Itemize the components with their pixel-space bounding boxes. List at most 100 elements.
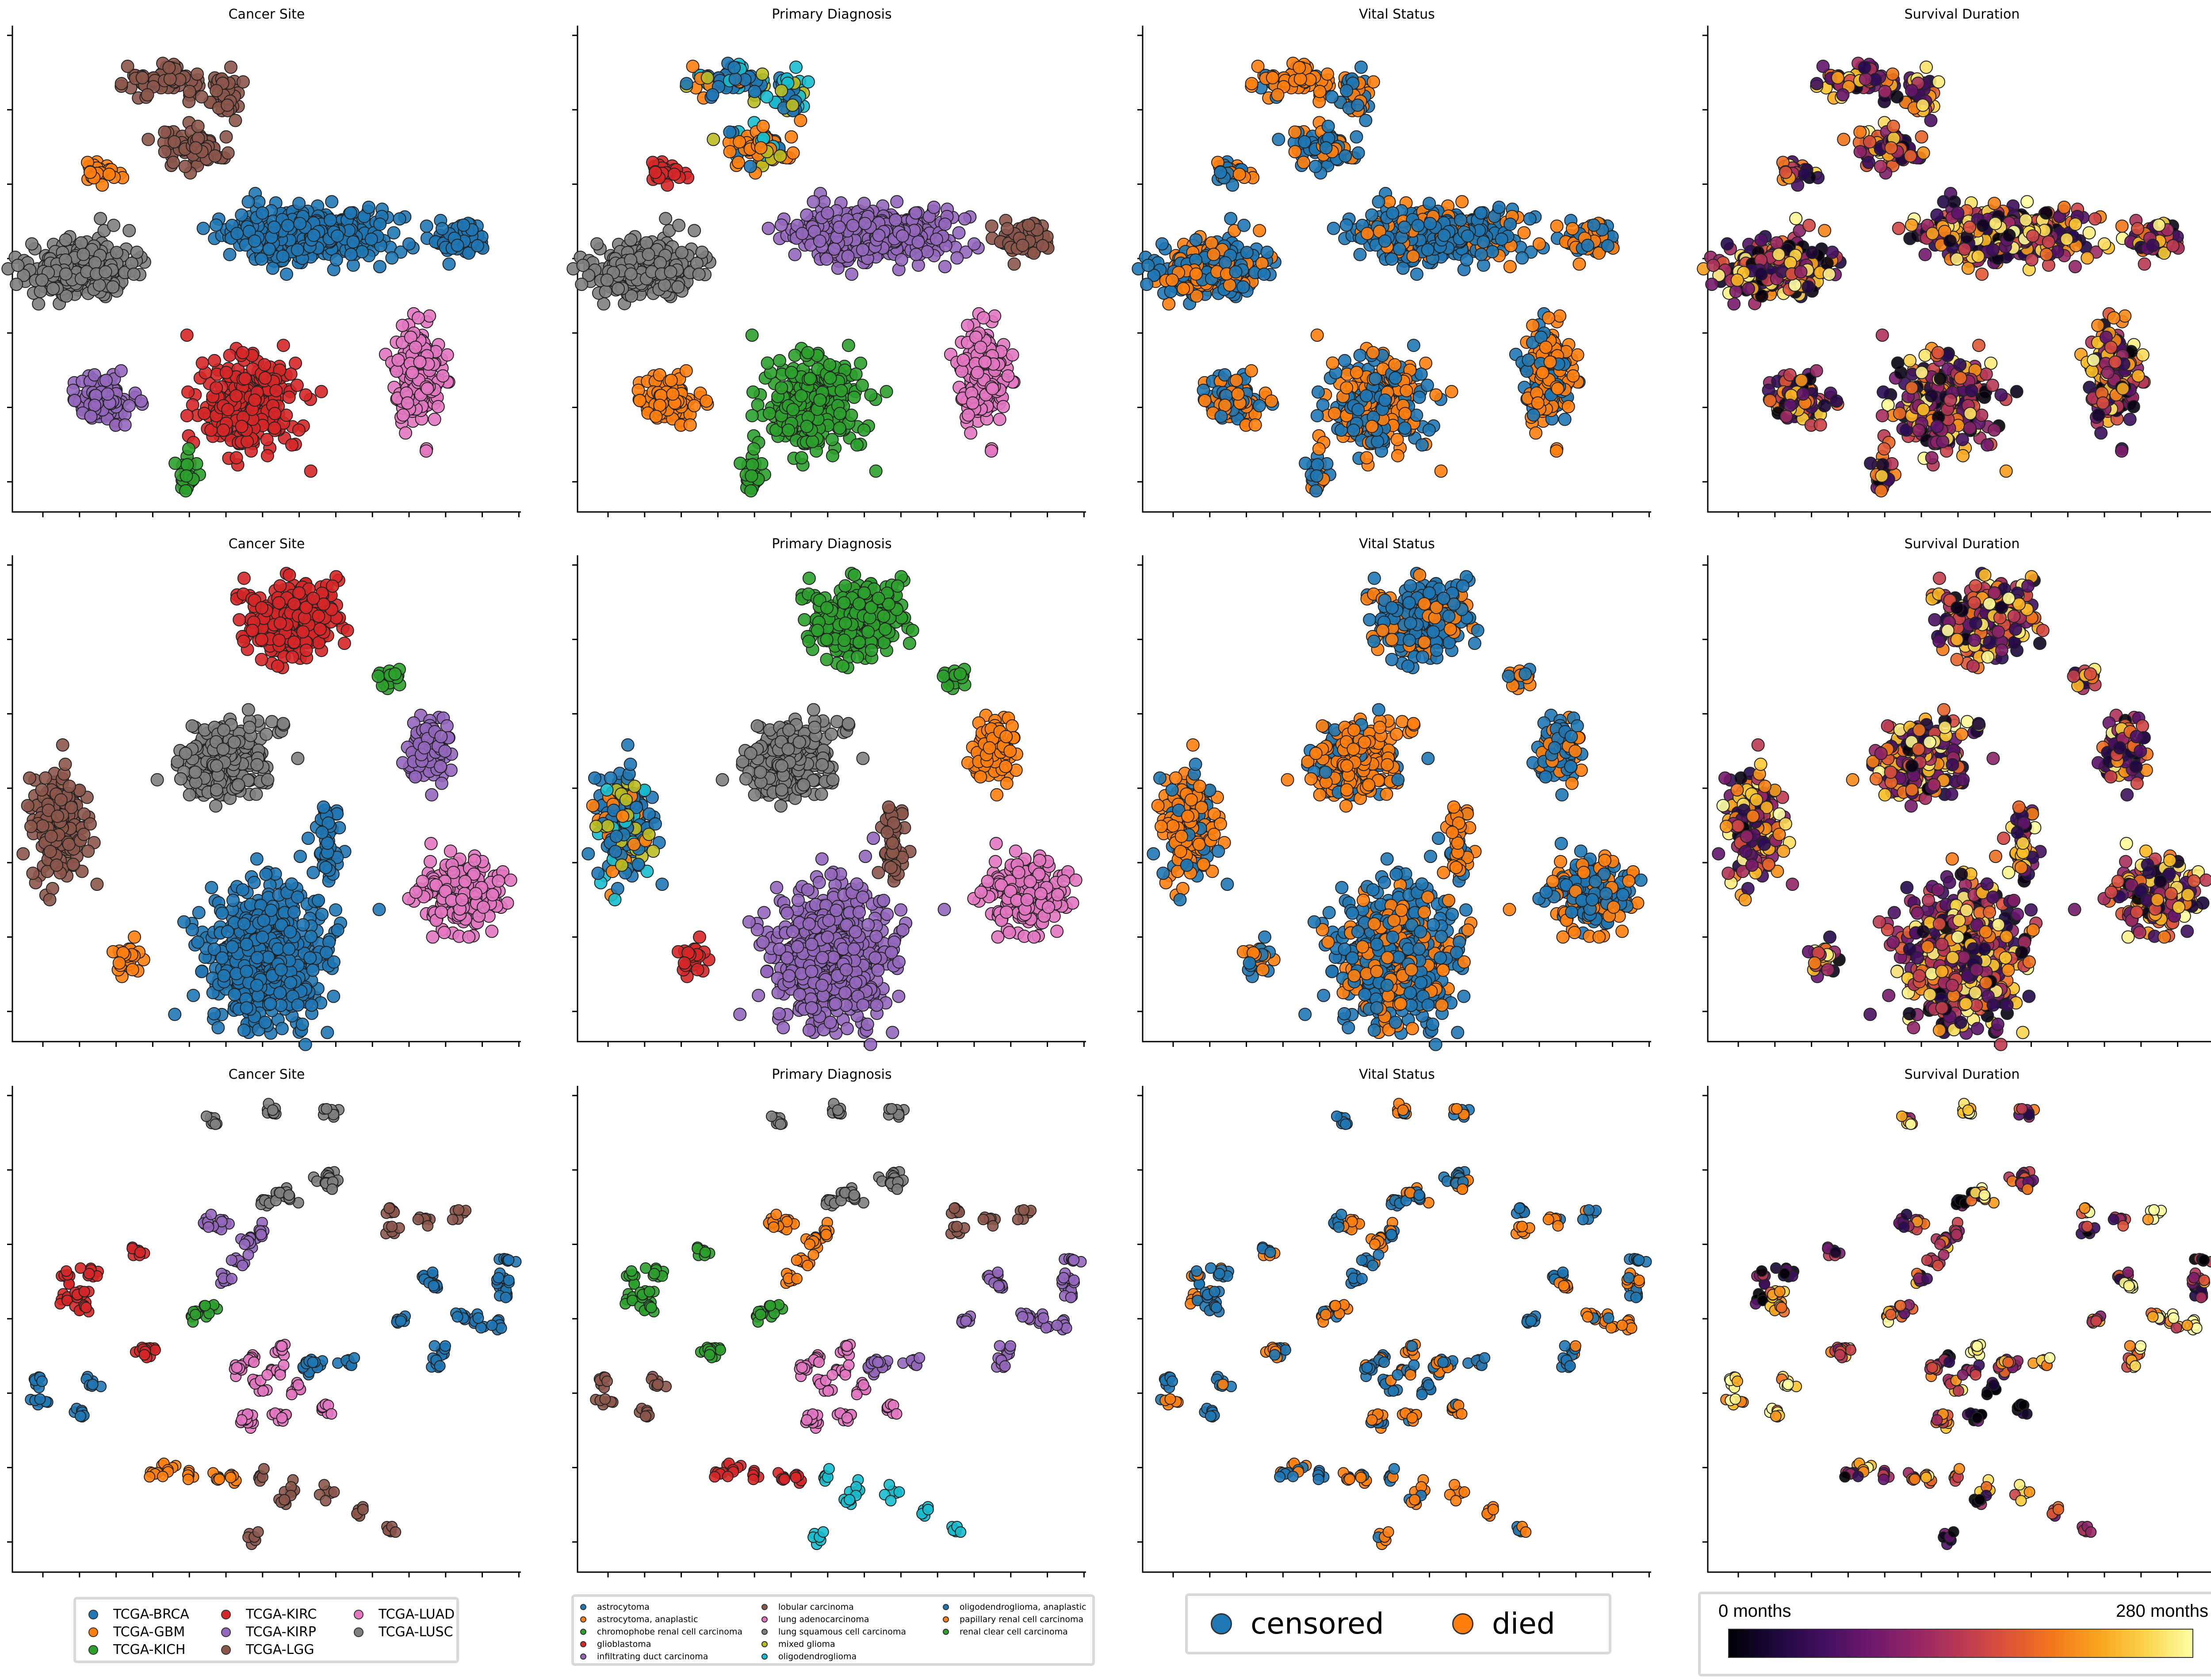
scatter-point (1214, 409, 1228, 423)
scatter-point (1308, 160, 1322, 173)
scatter-point (1036, 239, 1049, 252)
scatter-point (688, 224, 701, 237)
scatter-point (1293, 72, 1307, 86)
scatter-point (1288, 125, 1302, 139)
scatter-point (134, 394, 148, 408)
scatter-point (745, 409, 759, 423)
scatter-point (221, 146, 235, 160)
scatter-point (1477, 235, 1490, 249)
scatter-point (84, 165, 97, 179)
scatter-point (1601, 239, 1614, 252)
scatter-point (827, 242, 841, 256)
scatter-point (436, 222, 449, 236)
scatter-point (189, 141, 203, 155)
scatter-point (690, 256, 704, 270)
scatter-point (895, 229, 909, 243)
scatter-point (1366, 75, 1380, 89)
scatter-point (680, 77, 693, 91)
scatter-point (269, 384, 283, 397)
scatter-point (436, 369, 450, 383)
scatter-point (324, 213, 337, 227)
panel-title: Primary Diagnosis (772, 7, 891, 22)
scatter-point (775, 381, 788, 395)
scatter-point (857, 423, 871, 437)
scatter-point (1455, 195, 1469, 209)
scatter-point (1566, 369, 1580, 383)
scatter-point (649, 165, 662, 179)
scatter-point (988, 309, 1002, 323)
scatter-point (1411, 219, 1425, 233)
scatter-point (419, 444, 433, 458)
scatter-point (1313, 84, 1327, 98)
scatter-point (1299, 456, 1312, 470)
scatter-point (266, 261, 279, 275)
scatter-point (88, 398, 102, 412)
scatter-point (127, 267, 141, 281)
scatter-point (1477, 258, 1490, 272)
scatter-point (291, 243, 304, 257)
scatter-point (1189, 267, 1203, 281)
scatter-point (833, 421, 846, 435)
scatter-point (248, 393, 262, 407)
scatter-point (761, 221, 775, 235)
scatter-point (1517, 226, 1531, 240)
scatter-point (671, 280, 685, 294)
scatter-point (195, 356, 209, 370)
scatter-point (801, 75, 815, 89)
scatter-point (396, 408, 410, 422)
scatter-point (209, 218, 223, 232)
scatter-point (847, 390, 861, 404)
scatter-point (1022, 218, 1036, 232)
scatter-point (823, 371, 837, 385)
scatter-point (833, 220, 846, 234)
scatter-point (236, 75, 250, 89)
scatter-point (1255, 256, 1269, 270)
scatter-point (869, 464, 883, 478)
scatter-point (284, 367, 298, 381)
scatter-point (59, 267, 73, 281)
scatter-point (1353, 248, 1367, 261)
scatter-point (700, 394, 713, 408)
scatter-point (142, 133, 155, 146)
scatter-point (679, 364, 693, 378)
scatter-point (1312, 442, 1326, 456)
scatter-point (1237, 218, 1251, 232)
scatter-point (182, 442, 195, 456)
scatter-point (1587, 218, 1601, 232)
scatter-point (94, 212, 107, 225)
scatter-point (1350, 366, 1363, 379)
scatter-point (1566, 222, 1579, 236)
scatter-point (442, 257, 456, 271)
scatter-point (938, 218, 952, 231)
scatter-point (890, 195, 904, 209)
scatter-point (974, 340, 987, 354)
scatter-point (262, 242, 276, 256)
scatter-point (1572, 257, 1586, 271)
scatter-point (168, 456, 182, 470)
scatter-point (135, 71, 149, 84)
scatter-point (1001, 222, 1014, 236)
scatter-point (658, 278, 671, 292)
scatter-point (236, 346, 249, 359)
scatter-point (692, 267, 706, 281)
scatter-point (590, 237, 604, 251)
scatter-point (1164, 285, 1178, 298)
scatter-point (1325, 90, 1339, 103)
scatter-point (1189, 233, 1203, 247)
scatter-point (178, 160, 192, 173)
scatter-point (180, 328, 194, 342)
scatter-point (1360, 389, 1373, 403)
scatter-point (10, 278, 23, 291)
scatter-point (409, 340, 422, 354)
scatter-point (845, 267, 858, 281)
scatter-point (1351, 146, 1365, 160)
scatter-point (1266, 71, 1279, 84)
scatter-point (235, 420, 249, 433)
scatter-point (1350, 130, 1363, 144)
scatter-point (1581, 239, 1595, 252)
scatter-point (1398, 421, 1412, 435)
scatter-point (256, 206, 269, 220)
scatter-point (958, 212, 972, 226)
scatter-point (35, 273, 49, 287)
scatter-point (599, 285, 612, 298)
